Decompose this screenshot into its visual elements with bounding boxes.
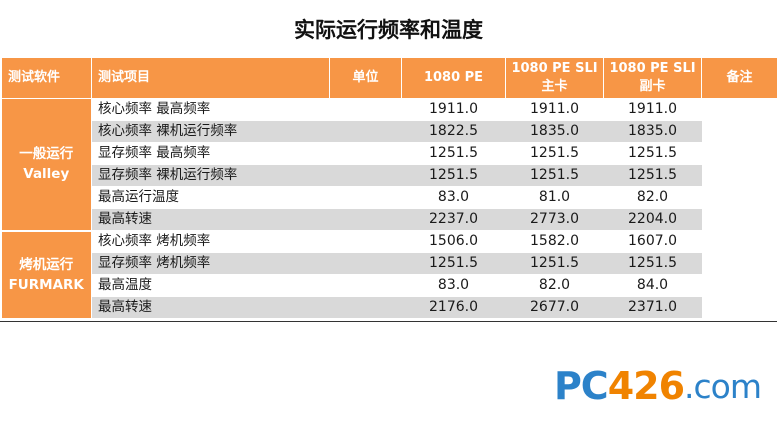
row-item: 最高转速	[91, 296, 330, 319]
row-value-sli-master: 1582.0	[505, 230, 604, 253]
row-value-1080pe: 1506.0	[401, 230, 506, 253]
row-value-1080pe: 83.0	[401, 274, 506, 297]
row-note	[701, 296, 777, 319]
row-note	[701, 142, 777, 165]
header-sli-slave: 1080 PE SLI 副卡	[603, 57, 702, 99]
header-row: 测试软件 测试项目 单位 1080 PE 1080 PE SLI 主卡 1080…	[1, 57, 777, 99]
row-value-1080pe: 83.0	[401, 186, 506, 209]
table-row: 一般运行 Valley 核心频率 最高频率 1911.0 1911.0 1911…	[1, 98, 777, 232]
group-furmark-line2: FURMARK	[8, 276, 84, 293]
row-note	[701, 120, 777, 143]
header-sli-master-line1: 1080 PE SLI	[511, 61, 598, 76]
row-note	[701, 208, 777, 231]
table-row: 最高转速 2176.0 2677.0 2371.0	[2, 296, 777, 319]
group-valley-line2: Valley	[23, 166, 70, 183]
watermark-pc: PC	[553, 364, 609, 408]
table-row: 显存频率 烤机频率 1251.5 1251.5 1251.5	[2, 252, 777, 275]
group-valley-line1: 一般运行	[19, 146, 74, 163]
table-row: 最高运行温度 83.0 81.0 82.0	[2, 186, 777, 209]
row-value-1080pe: 1822.5	[401, 120, 506, 143]
row-note	[701, 252, 777, 275]
row-item: 显存频率 最高频率	[91, 142, 330, 165]
row-item: 显存频率 烤机频率	[91, 252, 330, 275]
row-value-sli-master: 2677.0	[505, 296, 604, 319]
row-unit	[329, 208, 402, 231]
row-note	[701, 230, 777, 253]
row-value-sli-master: 1835.0	[505, 120, 604, 143]
row-unit	[329, 274, 402, 297]
header-notes: 备注	[701, 57, 777, 99]
row-item: 最高温度	[91, 274, 330, 297]
row-value-1080pe: 1911.0	[401, 98, 506, 121]
row-value-sli-slave: 1607.0	[603, 230, 702, 253]
header-software: 测试软件	[1, 57, 92, 99]
watermark-number: 426	[607, 364, 685, 408]
header-item: 测试项目	[91, 57, 330, 99]
row-item: 核心频率 裸机运行频率	[91, 120, 330, 143]
row-unit	[329, 164, 402, 187]
header-1080pe: 1080 PE	[401, 57, 506, 99]
row-value-sli-slave: 82.0	[603, 186, 702, 209]
watermark-domain: .com	[684, 366, 762, 406]
row-value-sli-master: 81.0	[505, 186, 604, 209]
row-item: 显存频率 裸机运行频率	[91, 164, 330, 187]
row-value-1080pe: 1251.5	[401, 142, 506, 165]
row-value-sli-master: 1251.5	[505, 164, 604, 187]
row-unit	[329, 98, 402, 121]
row-item: 最高转速	[91, 208, 330, 231]
row-value-sli-master: 2773.0	[505, 208, 604, 231]
row-unit	[329, 230, 402, 253]
table-row: 最高转速 2237.0 2773.0 2204.0	[2, 208, 777, 231]
row-note	[701, 186, 777, 209]
group-furmark-line1: 烤机运行	[19, 256, 74, 273]
row-value-sli-slave: 1251.5	[603, 164, 702, 187]
row-item: 核心频率 烤机频率	[91, 230, 330, 253]
table-bottom-border	[0, 321, 777, 322]
row-value-sli-master: 1911.0	[505, 98, 604, 121]
table-row: 显存频率 最高频率 1251.5 1251.5 1251.5	[2, 142, 777, 165]
table-row: 显存频率 裸机运行频率 1251.5 1251.5 1251.5	[2, 164, 777, 187]
row-value-1080pe: 2176.0	[401, 296, 506, 319]
row-note	[701, 98, 777, 121]
table-row: 最高温度 83.0 82.0 84.0	[2, 274, 777, 297]
results-table: 测试软件 测试项目 单位 1080 PE 1080 PE SLI 主卡 1080…	[1, 57, 777, 320]
row-unit	[329, 252, 402, 275]
row-value-sli-slave: 2204.0	[603, 208, 702, 231]
row-value-sli-slave: 1911.0	[603, 98, 702, 121]
row-value-sli-slave: 1835.0	[603, 120, 702, 143]
row-value-1080pe: 2237.0	[401, 208, 506, 231]
row-value-sli-master: 1251.5	[505, 142, 604, 165]
site-watermark: PC 426 .com	[553, 364, 762, 408]
row-item: 最高运行温度	[91, 186, 330, 209]
row-value-1080pe: 1251.5	[401, 252, 506, 275]
row-note	[701, 164, 777, 187]
row-unit	[329, 142, 402, 165]
table-row: 核心频率 裸机运行频率 1822.5 1835.0 1835.0	[2, 120, 777, 143]
row-value-sli-master: 1251.5	[505, 252, 604, 275]
group-label-valley: 一般运行 Valley	[1, 98, 92, 232]
row-value-1080pe: 1251.5	[401, 164, 506, 187]
page-title: 实际运行频率和温度	[294, 17, 483, 42]
row-note	[701, 274, 777, 297]
row-value-sli-slave: 1251.5	[603, 142, 702, 165]
group-label-furmark: 烤机运行 FURMARK	[1, 230, 92, 320]
row-value-sli-master: 82.0	[505, 274, 604, 297]
header-unit: 单位	[329, 57, 402, 99]
row-item: 核心频率 最高频率	[91, 98, 330, 121]
row-unit	[329, 296, 402, 319]
row-value-sli-slave: 84.0	[603, 274, 702, 297]
row-value-sli-slave: 1251.5	[603, 252, 702, 275]
header-sli-slave-line1: 1080 PE SLI	[609, 61, 696, 76]
header-sli-master-line2: 主卡	[541, 79, 568, 94]
row-unit	[329, 120, 402, 143]
row-value-sli-slave: 2371.0	[603, 296, 702, 319]
table-row: 烤机运行 FURMARK 核心频率 烤机频率 1506.0 1582.0 160…	[1, 230, 777, 320]
header-sli-slave-line2: 副卡	[639, 79, 666, 94]
row-unit	[329, 186, 402, 209]
header-sli-master: 1080 PE SLI 主卡	[505, 57, 604, 99]
